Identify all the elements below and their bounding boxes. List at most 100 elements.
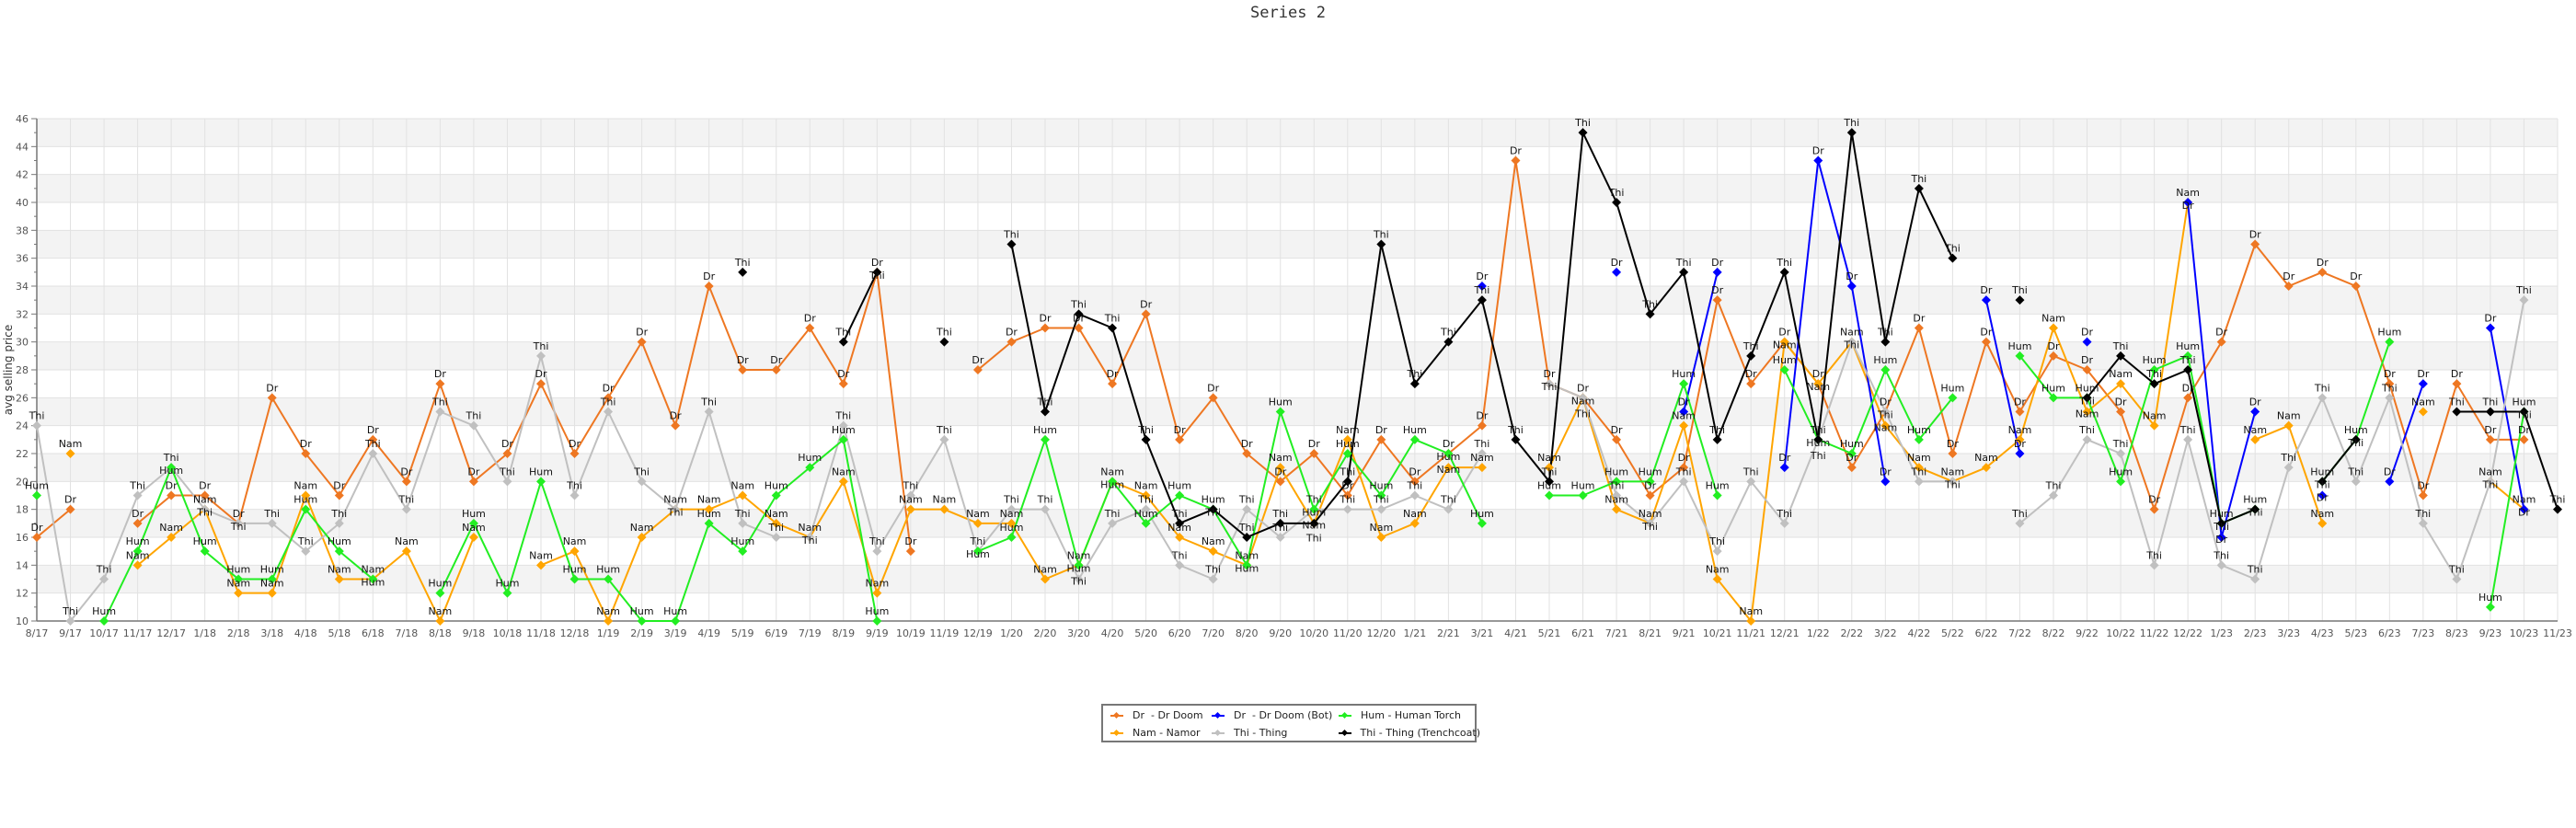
data-label: Dr bbox=[2249, 229, 2261, 241]
data-point bbox=[1342, 477, 1352, 487]
series-line-segment bbox=[573, 411, 609, 496]
data-point bbox=[1342, 434, 1352, 444]
data-point bbox=[1242, 449, 1252, 458]
data-point bbox=[1612, 267, 1622, 277]
data-label: Thi bbox=[2213, 521, 2229, 533]
data-label: Dr bbox=[1409, 466, 1420, 477]
data-point bbox=[2351, 477, 2361, 487]
data-point bbox=[2082, 365, 2092, 374]
series-line-segment bbox=[2455, 481, 2491, 580]
data-label: Dr bbox=[2014, 397, 2026, 408]
y-tick-label: 30 bbox=[16, 337, 29, 349]
y-tick-label: 38 bbox=[16, 224, 29, 236]
data-label: Nam bbox=[966, 508, 990, 520]
data-label: Hum bbox=[25, 480, 49, 492]
series-line-segment bbox=[1783, 439, 1820, 524]
data-point bbox=[1545, 463, 1554, 473]
data-label: Hum bbox=[966, 548, 990, 560]
series-line-segment bbox=[1514, 439, 1550, 482]
data-point bbox=[435, 588, 445, 598]
y-tick-label: 12 bbox=[16, 588, 29, 600]
data-point bbox=[1074, 574, 1084, 584]
data-label: Hum bbox=[495, 578, 519, 590]
data-label: Thi bbox=[1204, 564, 1221, 576]
series-line-segment bbox=[1380, 522, 1416, 538]
data-point bbox=[2250, 434, 2260, 444]
data-label: Dr bbox=[1073, 313, 1085, 325]
series-line-segment bbox=[305, 509, 340, 552]
data-point bbox=[200, 504, 210, 514]
data-label: Thi bbox=[1474, 284, 1490, 296]
data-point bbox=[132, 560, 143, 570]
axes: 10 12 14 16 18 20 22 24 26 28 30 32 34 36 38 40 42 44 46 8/… bbox=[16, 113, 2572, 639]
data-label: Nam bbox=[1974, 452, 1998, 464]
data-point bbox=[1275, 533, 1285, 542]
x-tick-label: 7/19 bbox=[799, 627, 822, 639]
data-label: Dr bbox=[2182, 382, 2194, 394]
data-label: Hum bbox=[92, 605, 116, 617]
x-tick-label: 8/19 bbox=[832, 627, 855, 639]
data-label: Dr bbox=[1140, 298, 1152, 310]
data-point bbox=[1074, 309, 1084, 319]
data-point bbox=[1041, 434, 1050, 444]
series-points bbox=[32, 128, 2562, 626]
legend: Dr - Dr Doom Nam - Namor Dr - Dr Doom (Bot… bbox=[1101, 704, 1480, 742]
series-line-segment bbox=[977, 340, 1013, 371]
x-tick-label: 11/19 bbox=[930, 627, 960, 639]
data-point bbox=[301, 490, 311, 500]
data-point bbox=[604, 616, 614, 626]
data-label: Thi bbox=[1271, 522, 1288, 534]
series-line-segment bbox=[1683, 271, 1719, 412]
data-label: Thi bbox=[902, 480, 918, 492]
data-label: Dr bbox=[1778, 327, 1790, 339]
x-tick-label: 6/23 bbox=[2378, 627, 2401, 639]
data-label: Thi bbox=[1003, 229, 1019, 241]
series-line-segment bbox=[1010, 244, 1046, 412]
data-label: Dr bbox=[1375, 424, 1387, 436]
data-label: Nam bbox=[1739, 605, 1763, 617]
grid-band bbox=[37, 397, 2558, 426]
series-line-segment bbox=[2087, 438, 2122, 454]
series-line-segment bbox=[372, 453, 408, 511]
series-line-segment bbox=[270, 509, 307, 580]
series-line-segment bbox=[2153, 397, 2190, 510]
series-line-segment bbox=[1011, 327, 1046, 343]
data-point bbox=[1141, 490, 1151, 500]
series-line-segment bbox=[2220, 411, 2257, 538]
data-label: Thi bbox=[600, 397, 616, 408]
data-label: Dr bbox=[904, 535, 916, 547]
data-label: Dr bbox=[2384, 466, 2396, 477]
data-point bbox=[2485, 477, 2495, 487]
data-label: Thi bbox=[1440, 327, 1456, 339]
data-label: Nam bbox=[2513, 494, 2536, 506]
series-line-segment bbox=[136, 466, 173, 552]
data-label: Dr bbox=[1577, 382, 1589, 394]
data-point bbox=[2216, 533, 2226, 542]
series-line-segment bbox=[1649, 466, 1685, 497]
y-tick-label: 28 bbox=[16, 364, 29, 376]
series-line-segment bbox=[2086, 355, 2122, 398]
data-point bbox=[1645, 309, 1655, 319]
data-point bbox=[1409, 434, 1420, 444]
data-label: Hum bbox=[428, 578, 452, 590]
data-label: Thi bbox=[1608, 187, 1625, 199]
y-tick-label: 42 bbox=[16, 169, 29, 181]
data-point bbox=[1545, 477, 1554, 487]
legend-label: Thi - Thing bbox=[1234, 727, 1288, 739]
data-label: Hum bbox=[2310, 466, 2334, 477]
data-point bbox=[536, 560, 546, 570]
data-point bbox=[905, 490, 915, 500]
data-label: Nam bbox=[361, 564, 385, 576]
data-label: Dr bbox=[1107, 368, 1119, 380]
data-point bbox=[234, 588, 244, 598]
series-line-segment bbox=[1414, 341, 1450, 385]
data-point bbox=[2116, 449, 2126, 458]
data-point bbox=[838, 434, 848, 444]
data-point bbox=[2452, 574, 2462, 584]
series-line-segment bbox=[2489, 411, 2525, 608]
series-line-segment bbox=[607, 536, 643, 622]
data-label: Hum bbox=[2041, 382, 2065, 394]
series-line-segment bbox=[2018, 328, 2054, 441]
series-line-segment bbox=[1716, 578, 1752, 622]
data-label: Thi bbox=[936, 327, 952, 339]
